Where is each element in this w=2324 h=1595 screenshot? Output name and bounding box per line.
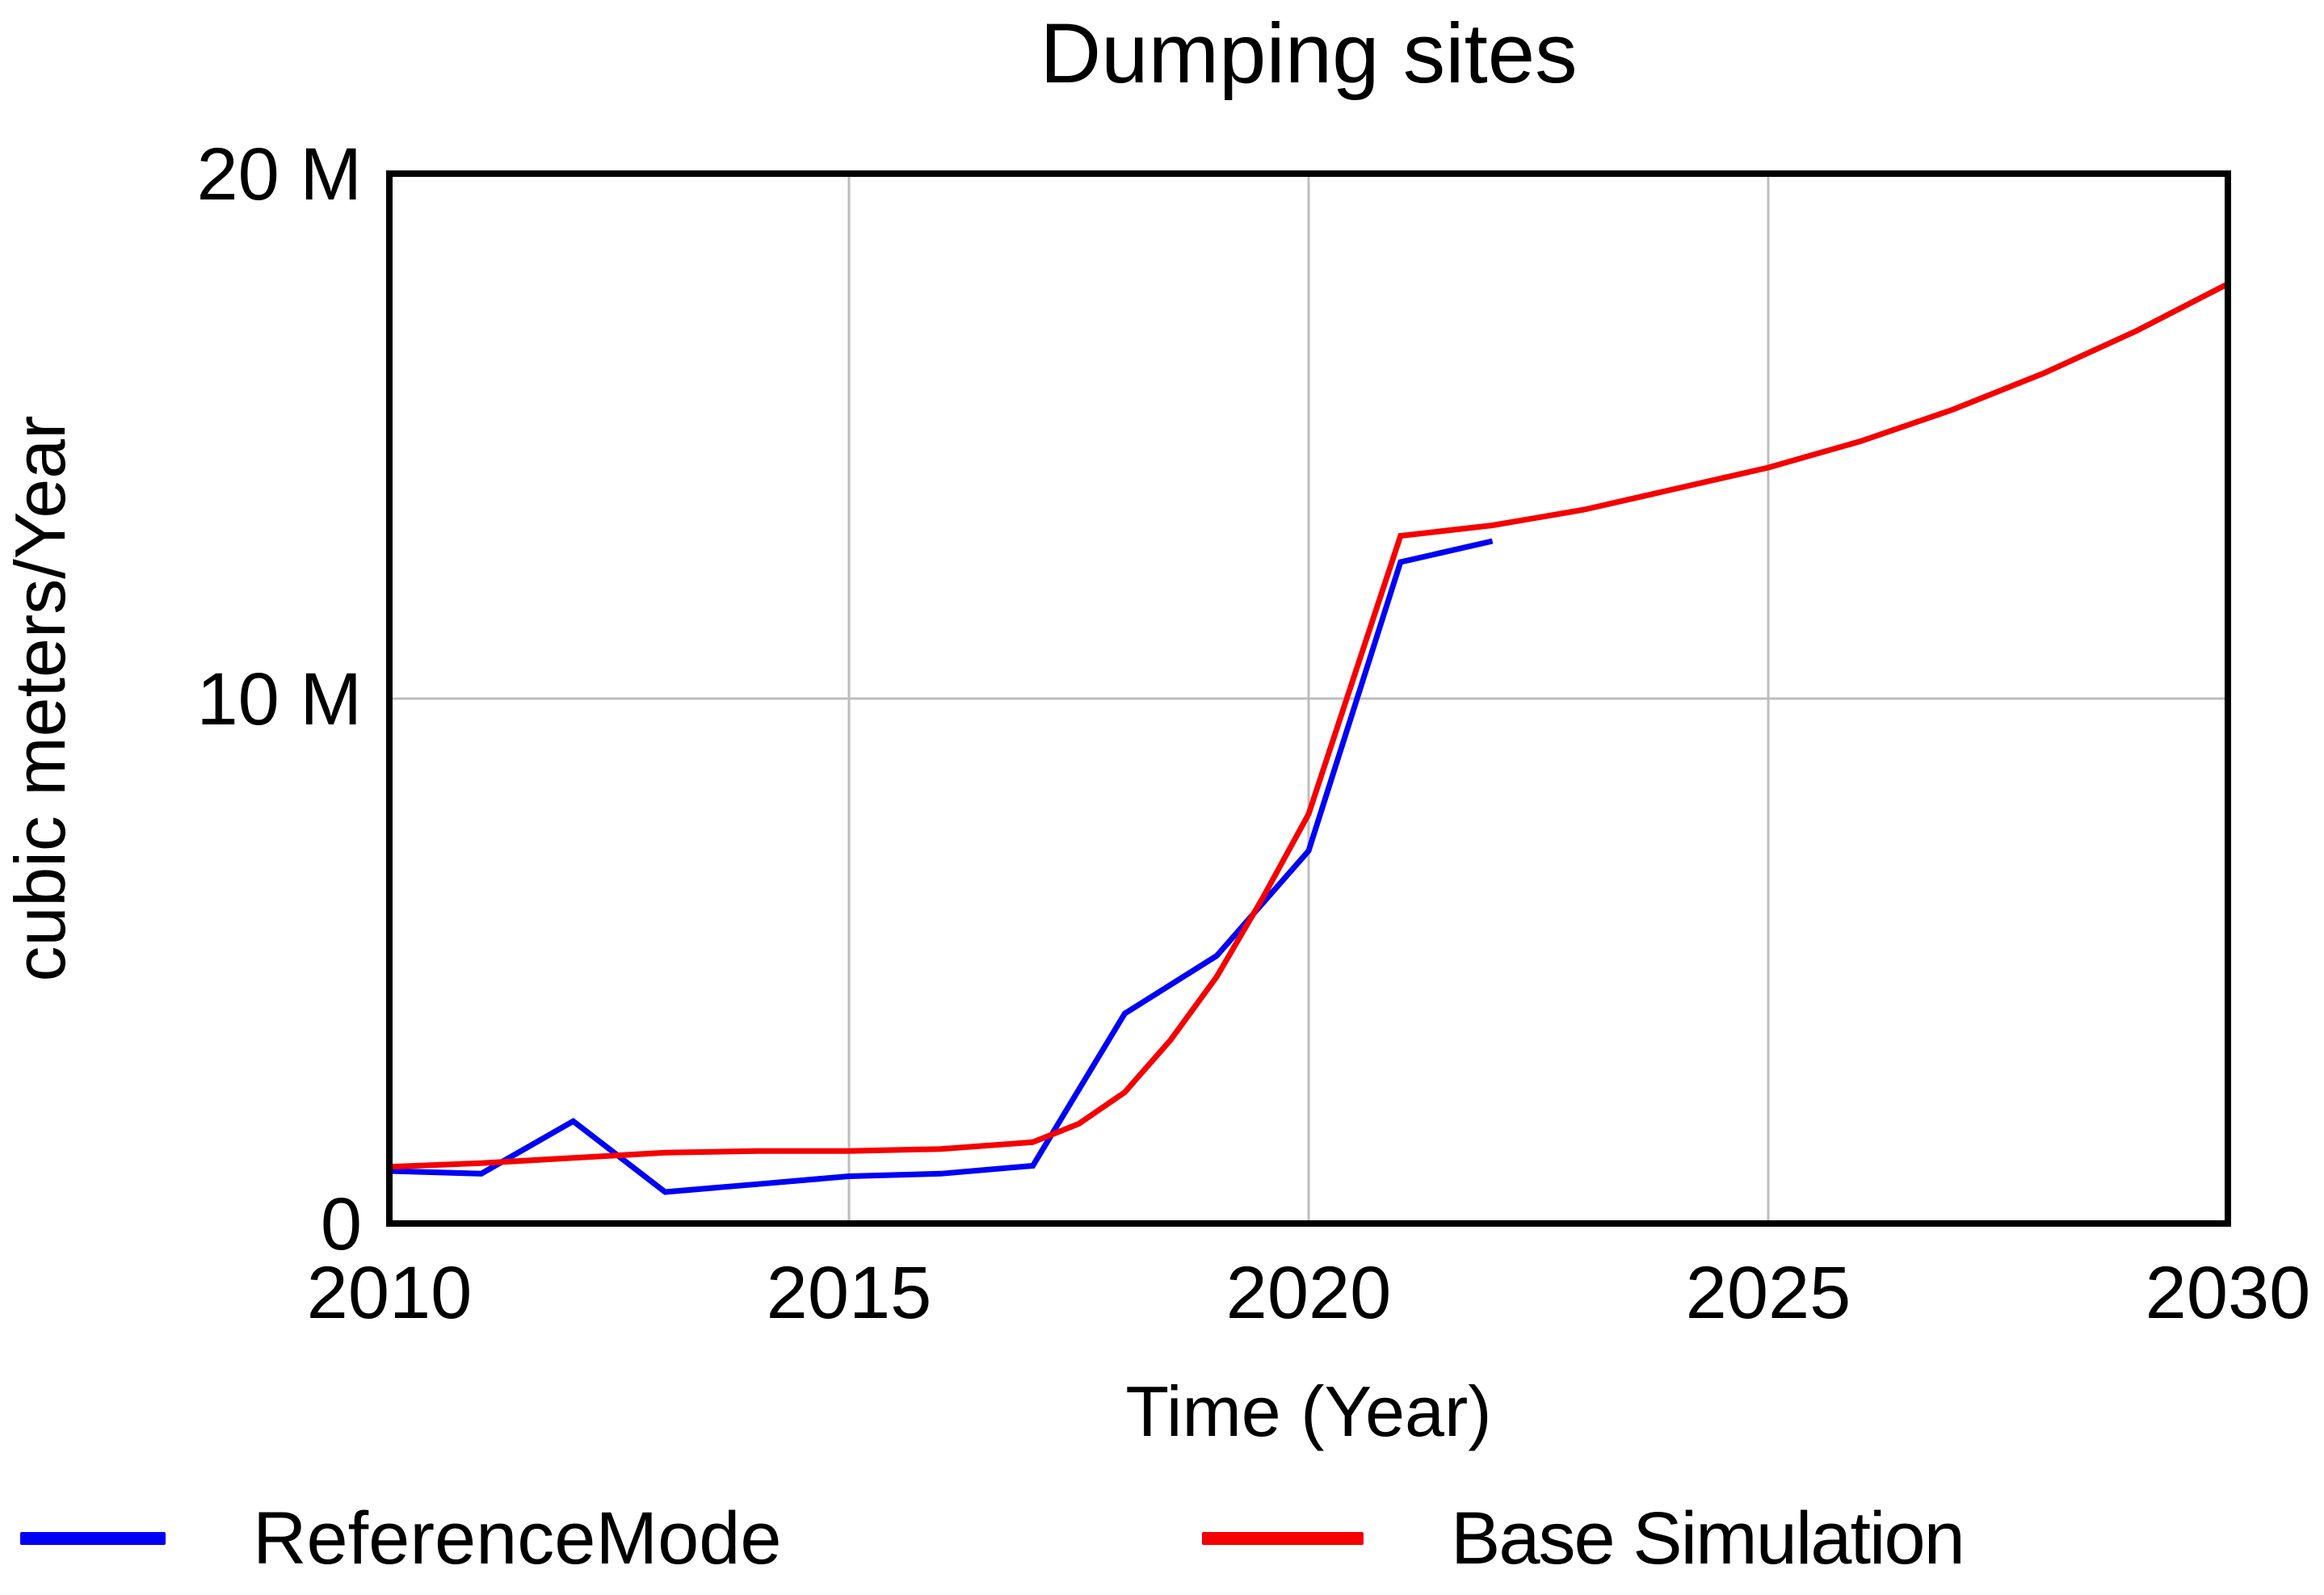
series-line-base-simulation (389, 281, 2229, 1170)
series-line-referencemode (389, 538, 1494, 1195)
legend-item-referencemode: ReferenceMode (20, 1490, 782, 1587)
y-axis-tick-labels: 0 10 M 20 M (196, 133, 362, 1266)
series-lines (389, 281, 2229, 1195)
x-axis-tick-labels: 2010 2015 2020 2025 2030 (307, 1252, 2311, 1334)
plot-border (386, 170, 2231, 1227)
y-tick-label-0: 0 (321, 1183, 362, 1266)
legend-label-base-simulation: Base Simulation (1451, 1497, 1965, 1580)
legend-swatch-base-simulation (1202, 1532, 1364, 1545)
y-tick-label-10M: 10 M (196, 658, 362, 741)
legend-label-referencemode: ReferenceMode (253, 1497, 782, 1580)
y-tick-label-20M: 20 M (196, 133, 362, 216)
x-tick-label-2025: 2025 (1686, 1252, 1851, 1334)
legend-item-base-simulation: Base Simulation (1202, 1490, 1965, 1587)
legend-swatch-referencemode (20, 1532, 166, 1545)
gridlines (389, 174, 2228, 1224)
x-tick-label-2015: 2015 (767, 1252, 932, 1334)
x-axis-title: Time (Year) (1125, 1371, 1491, 1451)
x-tick-label-2030: 2030 (2145, 1252, 2311, 1334)
x-tick-label-2020: 2020 (1226, 1252, 1392, 1334)
x-tick-label-2010: 2010 (307, 1252, 473, 1334)
chart-title: Dumping sites (1040, 6, 1577, 101)
y-axis-title: cubic meters/Year (0, 415, 80, 981)
